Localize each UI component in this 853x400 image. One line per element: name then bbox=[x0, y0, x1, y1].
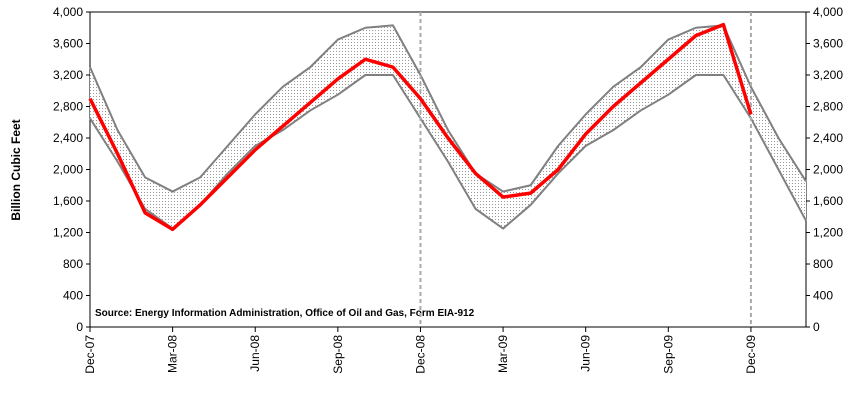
y2-tick-label: 2,800 bbox=[813, 100, 843, 114]
y-tick-label: 2,400 bbox=[53, 131, 83, 145]
x-tick-label: Sep-08 bbox=[331, 335, 345, 374]
x-tick-label: Dec-07 bbox=[83, 335, 97, 374]
y-tick-label: 3,200 bbox=[53, 68, 83, 82]
y-tick-label: 2,000 bbox=[53, 163, 83, 177]
y2-tick-label: 3,600 bbox=[813, 37, 843, 51]
y2-tick-label: 1,200 bbox=[813, 226, 843, 240]
y-tick-label: 800 bbox=[63, 257, 83, 271]
y2-tick-label: 800 bbox=[813, 257, 833, 271]
x-tick-label: Mar-09 bbox=[496, 335, 510, 373]
y2-tick-label: 3,200 bbox=[813, 68, 843, 82]
x-tick-label: Dec-09 bbox=[744, 335, 758, 374]
y2-tick-label: 4,000 bbox=[813, 5, 843, 19]
annotation: Source: Energy Information Administratio… bbox=[95, 308, 475, 319]
y2-tick-label: 2,400 bbox=[813, 131, 843, 145]
x-tick-label: Jun-09 bbox=[579, 335, 593, 372]
x-tick-label: Sep-09 bbox=[661, 335, 675, 374]
y-axis-label: Billion Cubic Feet bbox=[9, 119, 23, 220]
x-tick-label: Jun-08 bbox=[248, 335, 262, 372]
y2-tick-label: 2,000 bbox=[813, 163, 843, 177]
y-tick-label: 400 bbox=[63, 289, 83, 303]
series-line bbox=[88, 22, 753, 232]
x-tick-label: Dec-08 bbox=[413, 335, 427, 374]
y2-tick-label: 0 bbox=[813, 320, 820, 334]
y-tick-label: 4,000 bbox=[53, 5, 83, 19]
y-tick-label: 3,600 bbox=[53, 37, 83, 51]
band-upper bbox=[89, 24, 807, 193]
y-tick-label: 2,800 bbox=[53, 100, 83, 114]
y2-tick-label: 1,600 bbox=[813, 194, 843, 208]
band-area bbox=[90, 25, 806, 229]
y-tick-label: 1,600 bbox=[53, 194, 83, 208]
x-tick-label: Mar-08 bbox=[166, 335, 180, 373]
y-tick-label: 1,200 bbox=[53, 226, 83, 240]
y-tick-label: 0 bbox=[76, 320, 83, 334]
y2-tick-label: 400 bbox=[813, 289, 833, 303]
